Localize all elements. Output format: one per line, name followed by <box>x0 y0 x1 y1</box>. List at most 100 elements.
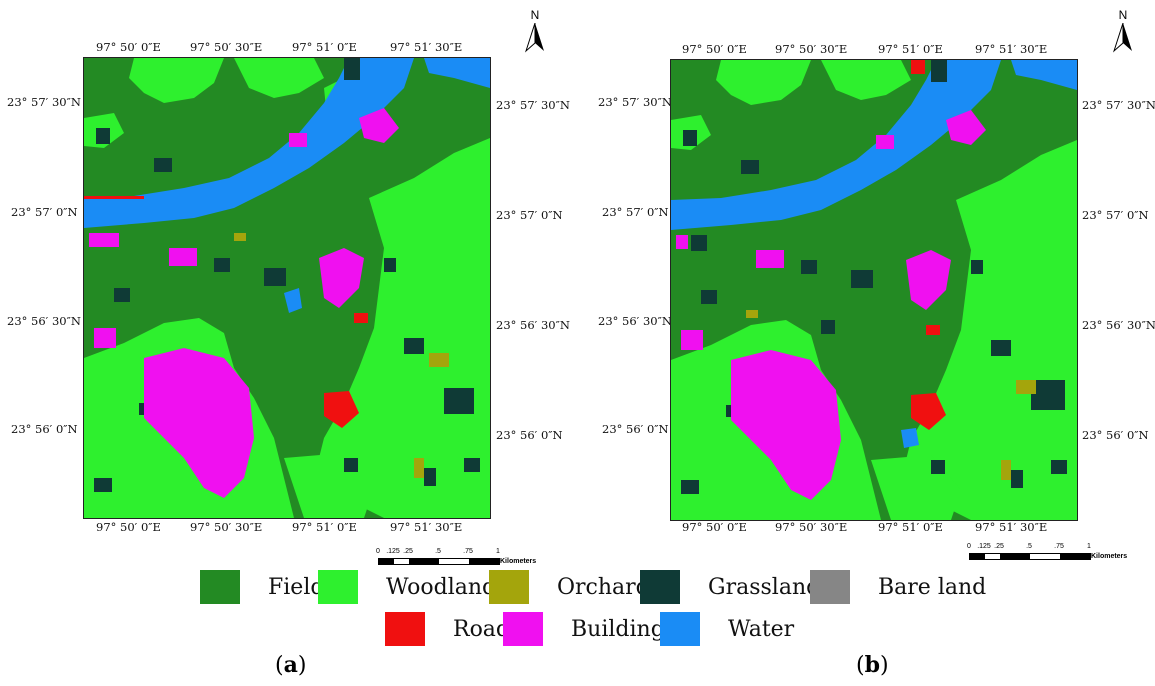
top-lon-label: 97° 51′ 0″E <box>292 40 357 54</box>
water-body <box>671 60 1077 448</box>
legend-swatch-orchard <box>489 570 529 604</box>
legend-label-orchard: Orchard <box>557 574 650 600</box>
caption-b: (b) <box>856 652 889 678</box>
right-lat-label: 23° 56′ 0″N <box>1082 428 1149 442</box>
top-lon-label: 97° 50′ 0″E <box>96 40 161 54</box>
scale-tick: .75 <box>463 548 473 555</box>
north-arrow-icon: N <box>1111 8 1135 53</box>
bottom-lon-label: 97° 51′ 30″E <box>390 520 463 534</box>
water-body <box>84 58 490 313</box>
right-lat-label: 23° 57′ 30″N <box>496 98 570 112</box>
legend: Field Woodland Orchard Grassland Bare la… <box>0 568 1155 648</box>
left-lat-label: 23° 57′ 0″N <box>11 205 78 219</box>
left-lat-label: 23° 56′ 30″N <box>598 314 672 328</box>
scale-bar: 0 .125 .25 .5 .75 1 Kilometers <box>967 543 1127 560</box>
orchard-patches <box>234 233 449 478</box>
scale-unit: Kilometers <box>1091 553 1128 560</box>
bottom-lon-label: 97° 51′ 0″E <box>292 520 357 534</box>
scale-tick: .25 <box>994 543 1004 550</box>
scale-tick: .125 <box>977 543 991 550</box>
scale-tick: .5 <box>1026 543 1032 550</box>
legend-swatch-road <box>385 612 425 646</box>
scale-tick: .125 <box>386 548 400 555</box>
left-lat-label: 23° 56′ 30″N <box>7 314 81 328</box>
scale-tick: 1 <box>1087 543 1091 550</box>
bottom-lon-label: 97° 51′ 30″E <box>975 520 1048 534</box>
building-areas <box>89 108 399 498</box>
legend-item-road: Road <box>385 610 510 648</box>
bottom-lon-label: 97° 50′ 0″E <box>96 520 161 534</box>
legend-swatch-woodland <box>318 570 358 604</box>
legend-swatch-water <box>660 612 700 646</box>
bottom-lon-label: 97° 50′ 30″E <box>190 520 263 534</box>
bottom-lon-label: 97° 50′ 30″E <box>775 520 848 534</box>
caption-close: ) <box>879 653 889 678</box>
legend-swatch-bare-land <box>810 570 850 604</box>
legend-label-building: Building <box>571 616 665 642</box>
bottom-lon-label: 97° 50′ 0″E <box>682 520 747 534</box>
scale-tick: .75 <box>1054 543 1064 550</box>
caption-letter: a <box>283 652 298 678</box>
map-panel-a: 97° 50′ 0″E 97° 50′ 30″E 97° 51′ 0″E 97°… <box>0 0 575 565</box>
woodland-areas <box>671 60 1077 520</box>
caption-open: ( <box>275 653 284 678</box>
north-label: N <box>1118 8 1128 22</box>
legend-item-water: Water <box>660 610 794 648</box>
legend-swatch-grassland <box>640 570 680 604</box>
legend-item-bare-land: Bare land <box>810 568 986 606</box>
caption-a: (a) <box>275 652 306 678</box>
legend-label-water: Water <box>728 616 795 642</box>
scale-bar: 0 .125 .25 .5 .75 1 Kilometers <box>376 548 536 565</box>
top-lon-label: 97° 51′ 0″E <box>878 42 943 56</box>
left-lat-label: 23° 56′ 0″N <box>11 422 78 436</box>
top-lon-label: 97° 51′ 30″E <box>975 42 1048 56</box>
road-areas <box>84 196 368 428</box>
left-lat-label: 23° 57′ 30″N <box>598 95 672 109</box>
land-cover-map-a <box>83 57 491 519</box>
right-lat-label: 23° 56′ 30″N <box>496 318 570 332</box>
road-areas <box>911 60 946 430</box>
legend-label-bare-land: Bare land <box>878 574 987 600</box>
scale-tick: 0 <box>376 548 380 555</box>
left-lat-label: 23° 57′ 0″N <box>602 205 669 219</box>
scale-unit: Kilometers <box>500 558 537 565</box>
top-lon-label: 97° 50′ 30″E <box>775 42 848 56</box>
north-label: N <box>530 8 540 22</box>
legend-item-field: Field <box>200 568 324 606</box>
legend-label-road: Road <box>453 616 511 642</box>
scale-tick: .5 <box>435 548 441 555</box>
top-lon-label: 97° 50′ 0″E <box>682 42 747 56</box>
legend-swatch-field <box>200 570 240 604</box>
right-lat-label: 23° 57′ 0″N <box>1082 208 1149 222</box>
legend-label-field: Field <box>268 574 325 600</box>
woodland-areas <box>84 58 490 518</box>
top-lon-label: 97° 51′ 30″E <box>390 40 463 54</box>
scale-tick: 1 <box>496 548 500 555</box>
land-cover-map-b <box>670 59 1078 521</box>
scale-tick: 0 <box>967 543 971 550</box>
right-lat-label: 23° 56′ 30″N <box>1082 318 1155 332</box>
left-lat-label: 23° 57′ 30″N <box>7 95 81 109</box>
building-areas <box>676 110 986 500</box>
right-lat-label: 23° 57′ 30″N <box>1082 98 1155 112</box>
left-lat-label: 23° 56′ 0″N <box>602 422 669 436</box>
legend-item-building: Building <box>503 610 665 648</box>
bottom-lon-label: 97° 51′ 0″E <box>878 520 943 534</box>
caption-letter: b <box>864 652 880 678</box>
orchard-patches <box>746 310 1036 480</box>
top-lon-label: 97° 50′ 30″E <box>190 40 263 54</box>
legend-swatch-building <box>503 612 543 646</box>
legend-item-grassland: Grassland <box>640 568 820 606</box>
scale-tick: .25 <box>403 548 413 555</box>
north-arrow-icon: N <box>523 8 547 53</box>
legend-label-woodland: Woodland <box>386 574 497 600</box>
caption-open: ( <box>856 653 865 678</box>
map-panel-b: 97° 50′ 0″E 97° 50′ 30″E 97° 51′ 0″E 97°… <box>585 0 1155 560</box>
legend-row-1: Field Woodland Orchard Grassland Bare la… <box>0 568 1155 606</box>
legend-label-grassland: Grassland <box>708 574 821 600</box>
legend-row-2: Road Building Water <box>0 610 1155 648</box>
right-lat-label: 23° 56′ 0″N <box>496 428 563 442</box>
legend-item-orchard: Orchard <box>489 568 650 606</box>
right-lat-label: 23° 57′ 0″N <box>496 208 563 222</box>
caption-close: ) <box>297 653 307 678</box>
